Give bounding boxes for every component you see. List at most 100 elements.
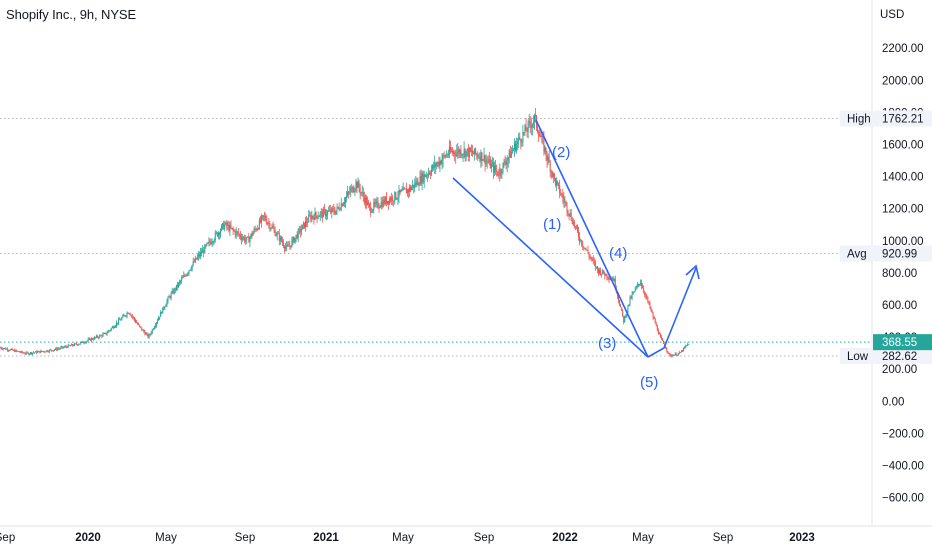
candle-body [564,201,566,203]
candle-body [587,250,589,254]
candle-body [383,199,385,204]
candle-body [120,319,122,321]
candle-body [357,182,359,188]
price-scale-panel[interactable] [872,0,932,526]
candle-body [133,317,135,320]
candle-body [165,305,167,307]
candle-body [31,352,32,354]
candle-body [46,350,48,352]
tag-value: 1762.21 [882,113,924,125]
drawing-tools[interactable]: (2) (1) (4) (3) (5) [452,119,700,391]
candle-body [630,297,632,299]
candle-body [191,265,193,270]
candle-body [217,232,219,237]
candle-body [53,350,55,352]
projection-arrowhead[interactable] [685,264,700,280]
candle-body [482,159,484,161]
candle-body [39,351,41,353]
candle-body [388,201,389,204]
candle-body [164,306,166,309]
candle-body [69,345,71,347]
candle-body [318,216,320,218]
candle-body [640,282,641,284]
candle-body [529,121,531,126]
candle-body [418,185,420,187]
candle-body [183,275,185,278]
candle-body [335,210,337,214]
candle-body [284,246,286,249]
projection-arrow-line[interactable] [647,267,697,358]
candle-body [647,297,649,302]
candle-body [348,192,350,193]
candle-body [650,307,652,311]
candle-body [301,224,303,230]
candle-body [403,187,405,189]
candle-body [574,226,576,228]
candle-body [632,292,634,294]
candle-body [249,237,251,243]
candle-body [679,352,681,354]
y-tick-label: 200.00 [882,364,917,376]
candle-body [277,233,279,235]
candle-body [47,351,49,353]
candle-body [15,350,17,352]
candle-body [491,163,493,165]
candle-body [378,207,380,209]
candle-body [622,310,624,316]
candle-body [389,198,391,204]
candle-body [496,170,498,172]
candle-body [381,202,383,207]
candle-body [399,189,401,193]
candle-body [665,346,667,349]
candle-body [603,270,605,274]
candle-body [88,338,90,340]
candle-body [579,236,581,241]
candle-body [362,191,364,197]
candle-body [642,286,644,289]
candle-body [392,196,394,202]
candle-body [96,335,98,338]
candle-body [42,351,44,353]
candle-body [315,212,317,216]
candle-body [412,184,414,188]
candle-body [651,310,653,313]
candle-body [588,253,590,257]
candle-body [178,282,179,287]
candle-body [73,345,74,347]
candle-body [295,234,297,238]
candle-body [537,127,539,132]
candle-body [614,279,616,288]
wedge-upper-trendline[interactable] [535,119,649,358]
candle-body [214,232,216,240]
candle-body [59,348,61,350]
candle-body [121,317,123,320]
candle-body [562,194,564,199]
candle-body [448,146,450,155]
candle-body [653,317,655,319]
candle-body [95,337,97,338]
candle-body [668,352,670,354]
candle-body [484,155,486,165]
candle-body [538,131,540,137]
candle-body [460,150,462,156]
candle-body [464,149,466,158]
candle-body [238,234,240,236]
candle-body [190,269,192,270]
candle-body [206,243,208,246]
candle-body [7,350,9,352]
candle-body [19,351,21,353]
candle-body [70,344,72,346]
candle-body [372,209,374,212]
candle-body [371,211,373,213]
candle-body [115,325,116,327]
wedge-lower-trendline[interactable] [452,177,649,358]
candle-body [376,201,378,203]
candle-body [43,351,45,353]
candle-body [68,344,70,346]
candle-body [680,350,682,353]
y-tick-label: 1000.00 [882,236,924,248]
candle-body [455,154,457,156]
candle-body [683,347,685,351]
candle-body [428,172,430,174]
